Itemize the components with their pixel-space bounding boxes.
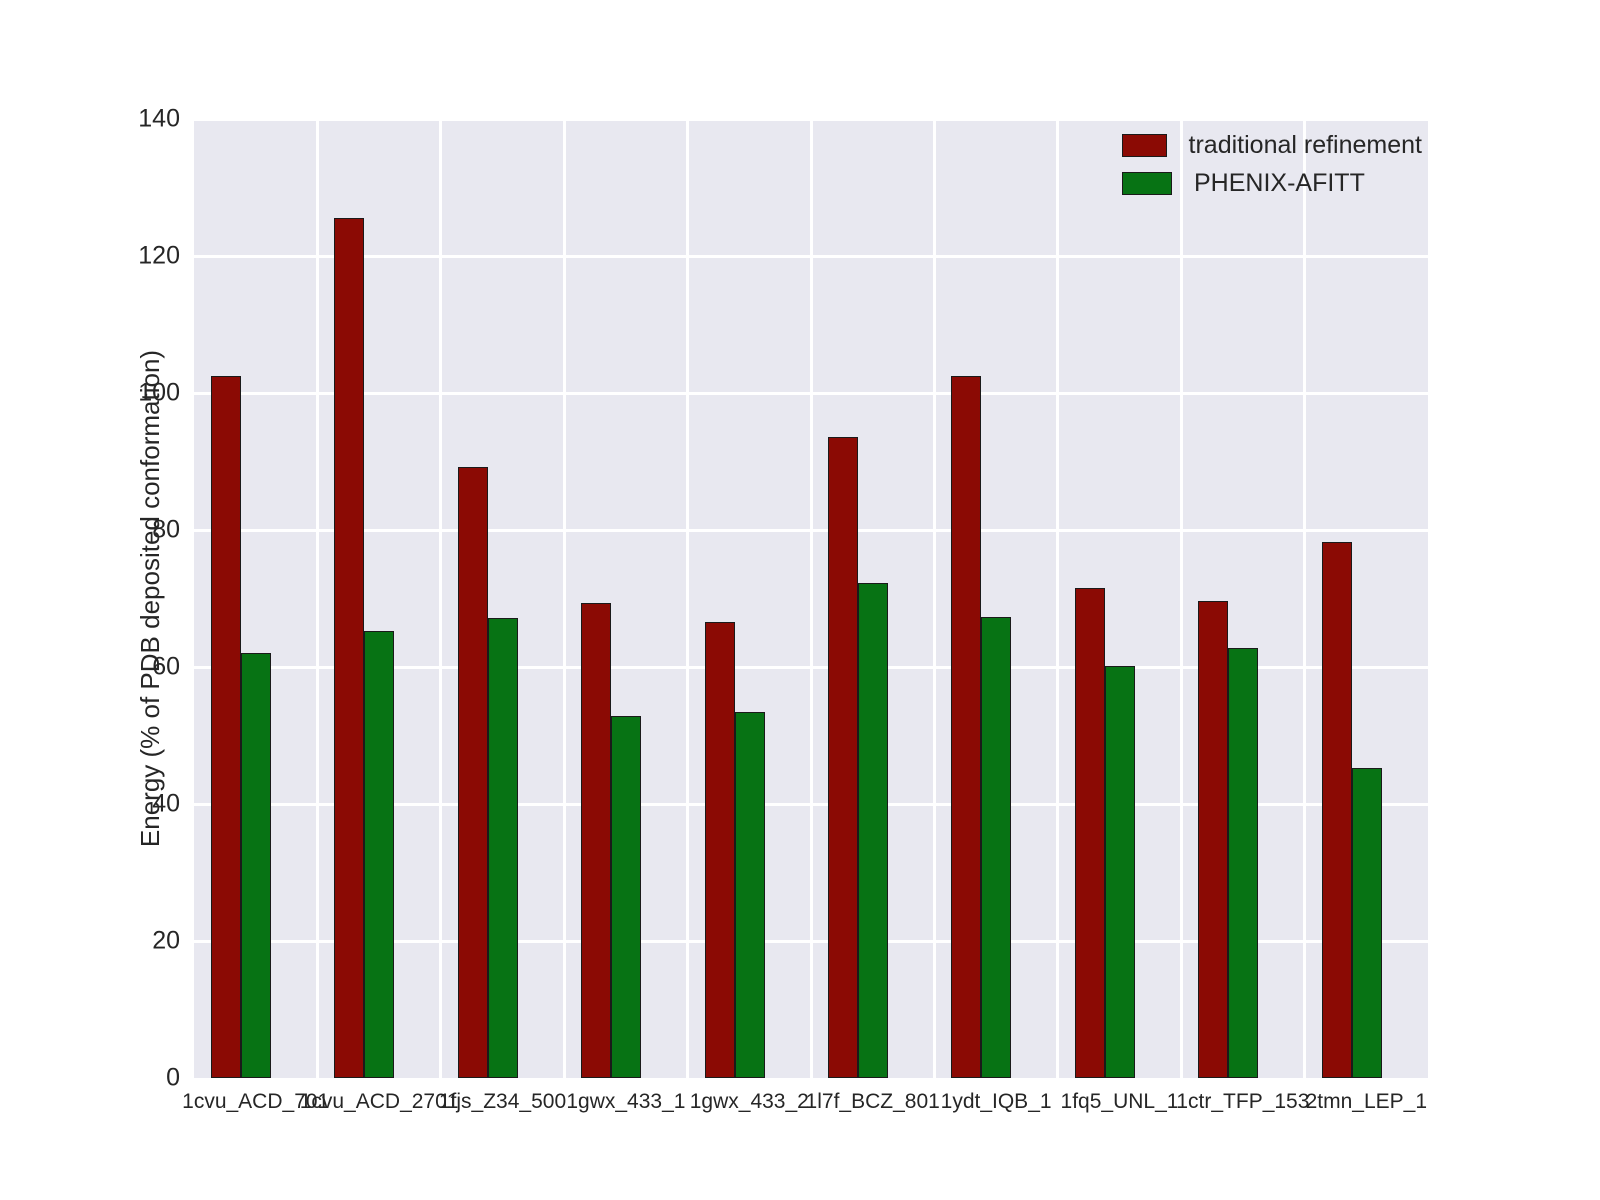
gridline bbox=[439, 119, 443, 1078]
y-axis-tick-label: 40 bbox=[152, 789, 180, 818]
gridline bbox=[809, 119, 813, 1078]
legend-swatch-icon bbox=[1122, 171, 1172, 195]
bar bbox=[1074, 587, 1105, 1078]
bar bbox=[1104, 666, 1135, 1078]
y-axis-tick-label: 0 bbox=[166, 1063, 180, 1092]
bar bbox=[457, 466, 488, 1078]
bar bbox=[581, 603, 612, 1078]
y-axis-tick-label: 120 bbox=[138, 241, 180, 270]
y-axis-tick-label: 80 bbox=[152, 515, 180, 544]
legend-item-traditional-refinement: traditional refinement bbox=[1122, 126, 1422, 164]
gridline bbox=[562, 119, 566, 1078]
bar bbox=[211, 375, 241, 1078]
bar bbox=[981, 617, 1012, 1078]
x-axis-tick-label: 1fq5_UNL_1 bbox=[1060, 1090, 1179, 1113]
plot-area bbox=[194, 117, 1428, 1078]
gridline bbox=[1179, 119, 1183, 1078]
x-axis-tick-label: 1gwx_433_2 bbox=[689, 1090, 809, 1113]
bar bbox=[1198, 601, 1229, 1078]
bar bbox=[858, 582, 888, 1078]
x-axis-tick-label: 1cvu_ACD_2701 bbox=[299, 1090, 459, 1113]
legend-label: traditional refinement bbox=[1188, 130, 1422, 159]
x-axis-tick-label: 1fjs_Z34_500 bbox=[438, 1090, 567, 1113]
y-axis-title: Energy (% of PDB deposited conformation) bbox=[135, 349, 165, 848]
legend-label: PHENIX-AFITT bbox=[1194, 168, 1365, 197]
y-axis-tick-label: 60 bbox=[152, 652, 180, 681]
gridline bbox=[932, 119, 936, 1078]
gridline bbox=[1056, 119, 1060, 1078]
y-axis-tick-label: 100 bbox=[138, 378, 180, 407]
gridline bbox=[1303, 119, 1307, 1078]
bar bbox=[828, 436, 858, 1078]
x-axis-tick-label: 1cvu_ACD_701 bbox=[182, 1090, 330, 1113]
y-axis-tick-label: 140 bbox=[138, 104, 180, 133]
legend-swatch-icon bbox=[1122, 133, 1167, 157]
bar bbox=[487, 618, 518, 1078]
bar bbox=[1321, 542, 1352, 1078]
y-axis-tick-label: 20 bbox=[152, 926, 180, 955]
gridline bbox=[686, 119, 690, 1078]
bar bbox=[951, 375, 982, 1078]
bar bbox=[1351, 768, 1382, 1078]
x-axis-tick-label: 1ctr_TFP_153 bbox=[1176, 1090, 1310, 1113]
legend: traditional refinement PHENIX-AFITT bbox=[1122, 126, 1422, 202]
x-axis-tick-label: 2tmn_LEP_1 bbox=[1305, 1090, 1428, 1113]
gridline bbox=[315, 119, 319, 1078]
x-axis-tick-label: 1gwx_433_1 bbox=[566, 1090, 686, 1113]
bar bbox=[364, 631, 395, 1078]
x-axis-tick-label: 1l7f_BCZ_801 bbox=[805, 1090, 940, 1113]
bar bbox=[611, 715, 642, 1078]
bar bbox=[241, 652, 271, 1078]
legend-item-phenix-afitt: PHENIX-AFITT bbox=[1122, 164, 1422, 202]
bar bbox=[734, 711, 765, 1078]
x-axis-tick-label: 1ydt_IQB_1 bbox=[940, 1090, 1052, 1113]
bar bbox=[704, 621, 735, 1078]
bar bbox=[334, 217, 365, 1078]
bar bbox=[1228, 647, 1259, 1078]
